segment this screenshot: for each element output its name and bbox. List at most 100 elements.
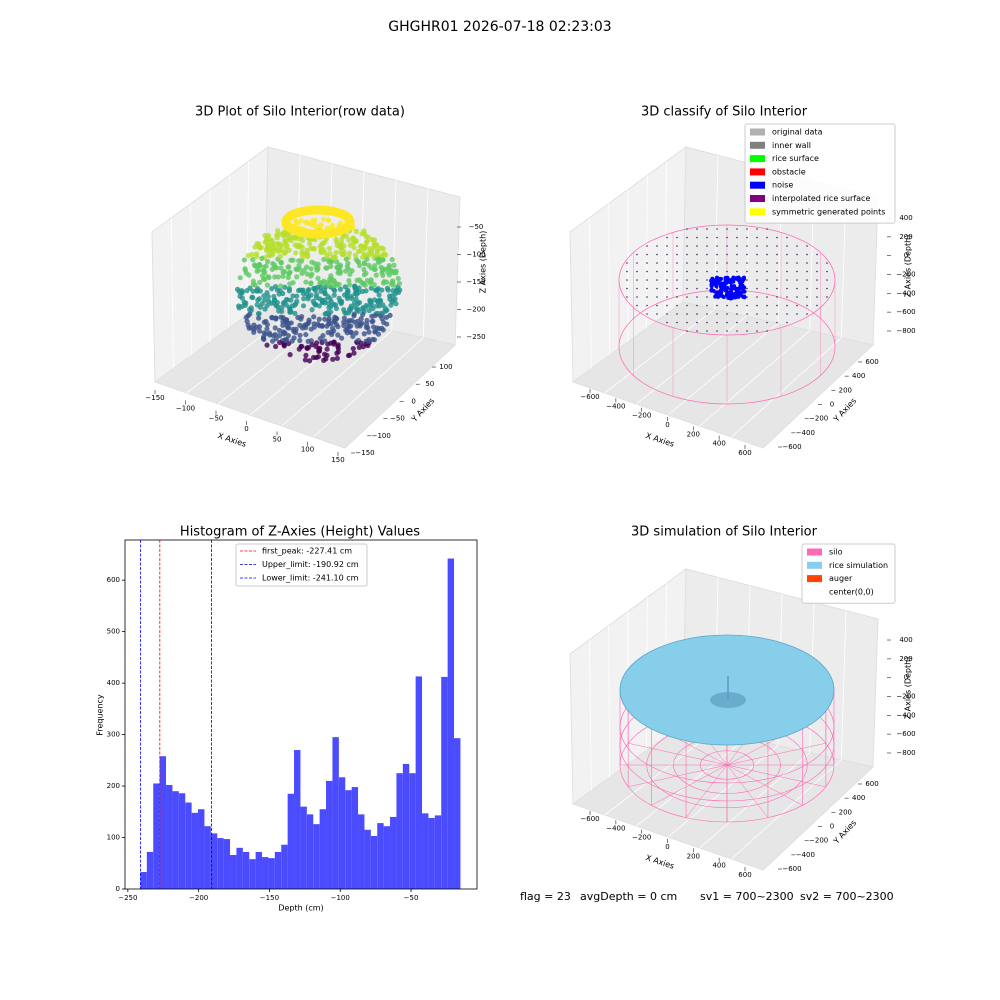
grid-dot — [756, 287, 758, 290]
point-cloud-dot — [395, 275, 401, 282]
grid-dot — [676, 313, 678, 315]
y-tick-label: 400 — [852, 372, 865, 380]
silo-top — [618, 224, 836, 336]
point-cloud-dot — [277, 288, 283, 294]
point-cloud-dot — [302, 357, 308, 363]
point-cloud-dot — [389, 256, 395, 263]
legend-label: center(0,0) — [829, 587, 874, 596]
point-cloud-dot — [346, 282, 353, 288]
grid-dot — [686, 296, 688, 298]
bar — [306, 814, 314, 889]
point-cloud-dot — [250, 257, 256, 263]
point-cloud-dot — [321, 351, 328, 357]
point-cloud-dot — [351, 313, 357, 319]
legend-swatch — [750, 141, 765, 149]
bar — [287, 793, 295, 889]
noise-dot — [711, 289, 716, 294]
grid-dot — [786, 245, 788, 247]
y-tick-label: 0 — [830, 401, 834, 409]
point-cloud-dot — [316, 346, 322, 352]
point-cloud-dot — [263, 331, 269, 337]
point-cloud-dot — [361, 272, 367, 278]
grid-dot — [706, 313, 708, 315]
silo-ring — [699, 750, 755, 780]
y-tick-label: 300 — [107, 731, 120, 739]
grid-dot — [806, 304, 808, 307]
grid-dot — [686, 236, 688, 239]
legend: silo rice simulation auger center(0,0) — [801, 543, 896, 604]
point-cloud-dot — [263, 318, 269, 325]
bar — [185, 802, 192, 889]
point-cloud-dot — [307, 241, 313, 247]
point-cloud-dot — [349, 295, 355, 302]
point-cloud-dot — [256, 296, 262, 302]
point-cloud-dot — [292, 310, 298, 317]
point-cloud-dot — [311, 220, 317, 226]
pane-grid — [731, 759, 842, 860]
point-cloud-dot — [311, 324, 317, 330]
grid-dot — [736, 330, 738, 332]
point-cloud-dot — [249, 251, 255, 258]
grid-dot — [766, 330, 768, 332]
grid-dot — [696, 245, 698, 247]
pane-grid — [664, 161, 668, 316]
y-tick-label: −100 — [372, 432, 391, 440]
point-cloud-dot — [329, 222, 336, 228]
point-cloud-dot — [373, 272, 379, 278]
point-cloud-dot — [368, 265, 374, 271]
point-cloud-dot — [284, 297, 290, 303]
x-tick-label: −150 — [145, 394, 164, 402]
grid-dot — [726, 262, 728, 264]
point-cloud-dot — [269, 314, 275, 321]
point-cloud-dot — [338, 240, 344, 246]
grid-dot — [766, 313, 768, 315]
grid-dot — [806, 270, 808, 273]
grid-dot — [626, 262, 628, 264]
point-cloud-dot — [350, 345, 356, 352]
legend-label: silo — [829, 548, 843, 557]
point-cloud-dot — [322, 338, 328, 344]
x-tick-label: −200 — [632, 834, 651, 842]
point-cloud-dot — [358, 340, 364, 346]
grid-dot — [676, 253, 678, 256]
point-cloud-dot — [334, 264, 340, 270]
point-cloud-dot — [376, 292, 382, 298]
point-cloud-dot — [353, 296, 359, 302]
point-cloud-dot — [280, 269, 286, 275]
grid-dot — [636, 253, 638, 256]
point-cloud-dot — [272, 325, 278, 331]
grid-dot — [726, 270, 728, 273]
noise-dot — [723, 276, 728, 281]
point-cloud-dot — [311, 301, 317, 307]
grid-dot — [646, 304, 648, 307]
point-cloud-dot — [359, 254, 366, 261]
point-cloud-dot — [271, 293, 277, 300]
bar — [338, 777, 346, 889]
grid-dot — [746, 236, 748, 239]
point-cloud-dot — [286, 288, 292, 294]
point-cloud-dot — [267, 332, 273, 338]
grid-dot — [686, 321, 688, 324]
point-cloud-dot — [326, 318, 332, 324]
y-tick-label: −400 — [796, 851, 815, 859]
noise-dot — [736, 277, 741, 282]
grid-dot — [716, 228, 718, 230]
point-cloud-dot — [264, 302, 270, 309]
point-cloud-dot — [353, 228, 359, 234]
grid-dot — [736, 313, 738, 315]
point-cloud-dot — [297, 337, 303, 344]
y-tick-label: 600 — [107, 576, 120, 584]
x-tick-label: −600 — [580, 393, 599, 401]
rice-surface — [619, 634, 835, 746]
grid-dot — [656, 287, 658, 290]
point-cloud-dot — [371, 241, 377, 247]
panel-3d-classify: −600−400−2000200400600−600−400−200020040… — [569, 145, 916, 457]
grid-dot — [766, 245, 768, 247]
point-cloud-dot — [276, 333, 283, 339]
point-cloud-dot — [328, 258, 334, 264]
point-cloud-dot — [274, 235, 280, 241]
y-tick-label: 200 — [107, 782, 120, 790]
grid-dot — [686, 228, 688, 230]
grid-dot — [796, 253, 798, 256]
grid-dot — [776, 287, 778, 290]
